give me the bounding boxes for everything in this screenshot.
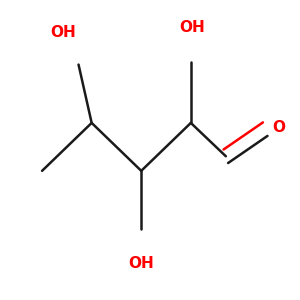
Text: OH: OH [179, 20, 205, 35]
Text: O: O [272, 120, 286, 135]
Text: OH: OH [128, 256, 154, 271]
Text: OH: OH [50, 25, 76, 40]
